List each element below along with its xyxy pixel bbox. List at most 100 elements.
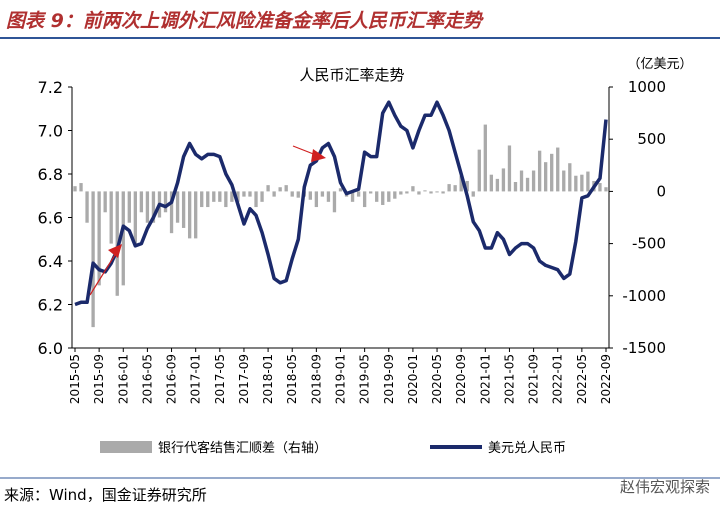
x-tick-label: 2018-09 <box>309 354 323 404</box>
y2-tick-label: -500 <box>632 235 666 253</box>
x-tick-label: 2020-05 <box>430 354 444 404</box>
bar <box>145 191 150 223</box>
y-tick-label: 6.4 <box>38 252 63 271</box>
x-tick-label: 2022-09 <box>599 354 613 404</box>
bar <box>580 174 584 192</box>
y-tick-label: 6.2 <box>38 296 63 315</box>
bar <box>314 191 319 208</box>
line <box>74 100 608 307</box>
bar <box>483 124 487 192</box>
bar <box>501 168 506 192</box>
bar <box>224 191 228 208</box>
y2-tick-label: -1000 <box>622 287 666 305</box>
x-tick-label: 2018-05 <box>285 354 299 404</box>
y-tick-label: 7.2 <box>38 78 63 97</box>
bar <box>459 175 463 192</box>
x-tick-label: 2019-09 <box>382 354 396 404</box>
bar <box>362 191 367 208</box>
bar <box>375 191 379 202</box>
y-tick-label: 6.0 <box>38 339 63 358</box>
bar <box>290 191 294 197</box>
bar <box>218 191 222 202</box>
watermark: 赵伟宏观探索 <box>620 478 710 496</box>
bar <box>332 191 337 213</box>
bar <box>441 191 445 194</box>
bar <box>109 191 113 244</box>
bar <box>175 191 180 223</box>
bar <box>471 191 475 197</box>
bar <box>556 147 560 192</box>
bar <box>194 191 198 239</box>
bar <box>308 191 312 200</box>
x-tick-label: 2020-09 <box>454 354 468 404</box>
bar <box>97 191 101 286</box>
y2-axis-label: （亿美元） <box>627 57 692 72</box>
x-tick-label: 2019-05 <box>358 354 372 404</box>
bar <box>326 191 331 202</box>
x-tick-label: 2016-01 <box>116 354 130 404</box>
bar <box>266 185 270 192</box>
x-tick-label: 2022-01 <box>551 354 565 404</box>
bar <box>387 191 391 202</box>
bar <box>242 191 246 197</box>
y2-tick-label: -1500 <box>622 339 666 357</box>
bar <box>489 174 494 192</box>
bar <box>417 191 421 195</box>
bar <box>85 191 89 223</box>
bar <box>598 183 602 192</box>
bar <box>477 149 481 192</box>
bar <box>369 191 373 194</box>
bar <box>121 191 125 286</box>
x-tick-label: 2018-01 <box>261 354 275 404</box>
bar <box>574 175 578 192</box>
x-tick-label: 2016-09 <box>165 354 179 404</box>
bar <box>284 185 288 192</box>
x-tick-label: 2015-05 <box>68 354 82 404</box>
bar <box>495 178 500 192</box>
x-tick-label: 2016-05 <box>140 354 154 404</box>
bar <box>163 191 168 213</box>
bar <box>278 187 282 192</box>
page-title: 图表 9：前两次上调外汇风险准备金率后人民币汇率走势 <box>6 10 485 32</box>
bar <box>453 185 457 192</box>
x-tick-label: 2019-01 <box>334 354 348 404</box>
x-tick-label: 2022-05 <box>575 354 589 404</box>
bar <box>151 191 156 223</box>
x-tick-label: 2017-05 <box>213 354 227 404</box>
bar <box>79 183 83 192</box>
x-tick-label: 2021-05 <box>502 354 516 404</box>
y-tick-label: 6.8 <box>38 165 63 184</box>
bar <box>127 191 131 223</box>
x-tick-label: 2015-09 <box>92 354 106 404</box>
bar <box>435 191 439 193</box>
bar <box>103 191 107 213</box>
y-tick-label: 7.0 <box>38 122 63 141</box>
arrow-head <box>311 149 326 162</box>
bar <box>604 187 608 192</box>
source: 来源：Wind，国金证券研究所 <box>4 486 207 504</box>
bar <box>206 191 210 208</box>
bar <box>519 170 524 192</box>
bar <box>411 186 415 192</box>
x-tick-label: 2021-09 <box>527 354 541 404</box>
bar <box>513 182 518 192</box>
bar <box>169 191 174 234</box>
bar <box>181 191 186 228</box>
bar <box>393 191 397 199</box>
bar <box>525 177 530 192</box>
bar <box>550 153 554 192</box>
bar <box>133 191 138 244</box>
bar <box>586 171 590 192</box>
y-tick-label: 6.6 <box>38 209 63 228</box>
bar <box>91 191 95 328</box>
arrow-head <box>108 244 122 258</box>
x-tick-label: 2017-01 <box>189 354 203 404</box>
bar <box>338 188 343 192</box>
x-tick-label: 2021-01 <box>478 354 492 404</box>
bar <box>73 186 77 192</box>
y2-tick-label: 1000 <box>628 78 666 96</box>
arrow <box>89 249 119 296</box>
bar <box>537 150 542 192</box>
bar <box>562 170 566 192</box>
